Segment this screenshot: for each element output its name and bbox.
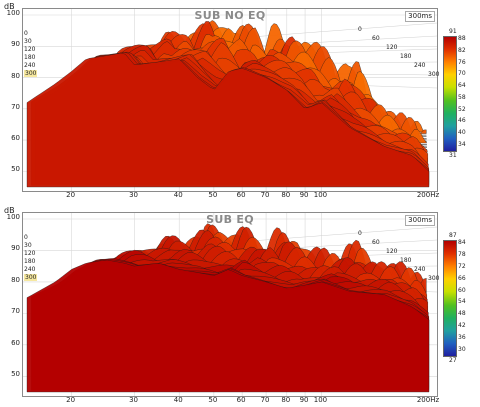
chart-title: SUB NO EQ	[194, 9, 266, 22]
chart-title: SUB EQ	[206, 213, 254, 226]
x-tick-label: 40	[173, 396, 183, 404]
y-unit-label: dB	[4, 2, 15, 11]
color-scale-min: 31	[449, 152, 457, 159]
time-slice-label: 120	[24, 46, 36, 53]
x-tick-label: 100	[313, 396, 328, 404]
y-tick-label: 80	[11, 275, 20, 284]
y-tick-label: 60	[11, 338, 20, 347]
color-scale-tick: 82	[458, 46, 466, 54]
x-tick-label: 60	[236, 191, 246, 199]
y-tick-label: 90	[11, 40, 20, 49]
color-scale-tick: 66	[458, 274, 466, 282]
time-slice-label: 30	[24, 38, 32, 45]
time-slice-label: 240	[414, 266, 426, 273]
time-slice-label: 60	[372, 35, 380, 42]
x-tick-label: 200Hz	[416, 191, 440, 199]
x-tick-label: 30	[129, 191, 139, 199]
time-slice-label: 240	[24, 62, 36, 69]
time-slice-label: 0	[24, 30, 28, 37]
color-scale-tick: 76	[458, 58, 466, 66]
time-slice-label: 240	[24, 266, 36, 273]
x-tick-label: 20	[66, 191, 76, 199]
color-scale-tick: 34	[458, 141, 466, 148]
color-scale-tick: 30	[458, 346, 466, 353]
y-tick-label: 50	[11, 370, 20, 379]
color-scale-tick: 40	[458, 129, 466, 137]
waterfall-slices	[26, 223, 430, 393]
time-slice-label: 0	[358, 26, 362, 33]
color-scale-tick: 78	[458, 250, 466, 258]
color-scale-tick: 48	[458, 310, 466, 318]
color-scale-tick: 58	[458, 93, 466, 101]
waterfall-slice	[26, 52, 430, 188]
x-tick-label: 60	[236, 396, 246, 404]
x-tick-label: 30	[129, 396, 139, 404]
time-slice-label: 300	[428, 71, 440, 78]
x-tick-label: 70	[260, 191, 270, 199]
waterfall-svg	[23, 9, 437, 191]
color-scale-tick: 60	[458, 286, 466, 294]
color-scale-max: 87	[449, 232, 457, 239]
time-slice-label: 120	[386, 44, 398, 51]
x-tick-label: 50	[208, 191, 218, 199]
plot-area[interactable]: SUB NO EQ 300ms	[22, 8, 438, 192]
x-tick-label: 80	[281, 191, 291, 199]
y-tick-label: 60	[11, 134, 20, 143]
color-scale-max: 91	[449, 28, 457, 35]
time-slice-label: 240	[414, 62, 426, 69]
color-scale-tick: 42	[458, 322, 466, 330]
time-slice-label: 120	[386, 248, 398, 255]
x-tick-label: 90	[299, 396, 309, 404]
color-scale-tick: 72	[458, 262, 466, 270]
time-range-label: 300ms	[405, 11, 435, 22]
time-slice-label: 300	[24, 70, 38, 77]
y-tick-label: 100	[6, 213, 20, 221]
color-scale-tick: 46	[458, 117, 466, 125]
time-slice-label: 60	[372, 239, 380, 246]
time-slice-label: 180	[400, 53, 412, 60]
x-tick-label: 50	[208, 396, 218, 404]
color-scale-bar	[443, 36, 457, 152]
time-slice-label: 120	[24, 250, 36, 257]
time-slice-label: 300	[24, 274, 38, 281]
y-tick-label: 90	[11, 244, 20, 253]
waterfall-panel-no-eq: dB SUB NO EQ 300ms 100 90 80 70 60 50 20 30 40 50…	[4, 2, 466, 199]
color-scale-min: 27	[449, 357, 457, 364]
y-tick-label: 70	[11, 307, 20, 316]
x-tick-label: 40	[173, 191, 183, 199]
color-scale-tick: 64	[458, 82, 466, 90]
waterfall-slice	[26, 259, 430, 393]
time-slice-label: 300	[428, 275, 440, 282]
color-scale-tick: 88	[458, 35, 466, 42]
x-tick-label: 80	[281, 396, 291, 404]
color-scale-tick: 70	[458, 70, 466, 78]
time-slice-label: 180	[400, 257, 412, 264]
y-tick-label: 100	[6, 9, 20, 17]
plot-area[interactable]: SUB EQ 300ms	[22, 212, 438, 397]
color-scale-tick: 52	[458, 105, 466, 113]
waterfall-slices	[26, 20, 430, 188]
time-slice-label: 30	[24, 242, 32, 249]
y-tick-label: 50	[11, 165, 20, 174]
color-scale-bar	[443, 240, 457, 357]
color-scale-tick: 36	[458, 334, 466, 342]
x-tick-label: 90	[299, 191, 309, 199]
time-range-label: 300ms	[405, 215, 435, 226]
y-unit-label: dB	[4, 206, 15, 215]
y-tick-label: 70	[11, 102, 20, 111]
time-slice-label: 180	[24, 54, 36, 61]
y-tick-label: 80	[11, 71, 20, 80]
x-tick-label: 200Hz	[416, 396, 440, 404]
x-tick-label: 100	[313, 191, 328, 199]
color-scale-tick: 54	[458, 298, 466, 306]
waterfall-svg	[23, 213, 437, 396]
x-tick-label: 20	[66, 396, 76, 404]
time-slice-label: 180	[24, 258, 36, 265]
waterfall-panel-eq: dB SUB EQ 300ms 100 90 80 70 60 50 20 30 40 50 60 7…	[0, 204, 480, 407]
color-scale-tick: 84	[458, 239, 466, 246]
time-slice-label: 0	[24, 234, 28, 241]
time-slice-label: 0	[358, 230, 362, 237]
x-tick-label: 70	[260, 396, 270, 404]
